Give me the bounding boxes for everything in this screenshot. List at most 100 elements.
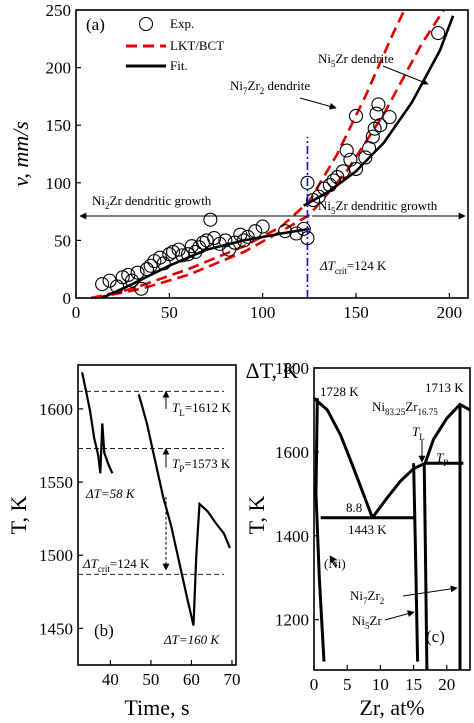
exp-point	[348, 161, 364, 177]
panel-b-xlabel: Time, s	[124, 695, 189, 720]
phase-boundary	[313, 397, 374, 519]
panel-a-ylabel: v, mm/s	[8, 121, 33, 187]
label-ni7zr2: Ni7Zr2	[350, 588, 384, 606]
panel-b-label: (b)	[94, 621, 114, 640]
exp-point	[365, 129, 380, 144]
exp-point	[382, 110, 397, 125]
exp-point	[134, 281, 149, 296]
fit-curve	[303, 15, 455, 207]
label-composition: Ni83.25Zr16.75	[372, 399, 438, 417]
label-tl-c: TL	[412, 424, 425, 442]
phase-boundary	[422, 463, 429, 671]
panel-b-x-tick-label: 40	[102, 670, 119, 689]
label-1713: 1713 K	[425, 380, 464, 395]
exp-point	[371, 97, 386, 112]
exp-point	[358, 150, 373, 165]
phase-boundary	[412, 463, 420, 662]
panel-a-legend: Exp. LKT/BCT Fit.	[126, 16, 224, 73]
exp-point	[248, 224, 263, 239]
exp-point	[203, 212, 218, 227]
panel-a-xlabel: ΔT, K	[246, 358, 299, 383]
temperature-curve	[81, 372, 114, 474]
exp-point	[199, 233, 214, 248]
panel-b-x-tick-label: 50	[142, 670, 159, 689]
exp-point	[339, 143, 354, 158]
panel-a-frame	[75, 9, 469, 299]
exp-point	[348, 108, 364, 124]
panel-b-x-tick-label: 70	[223, 670, 240, 689]
panel-c-ylabel: T, K	[244, 496, 269, 535]
label-1728: 1728 K	[320, 384, 359, 399]
panel-c-x-tick-label: 20	[438, 675, 455, 694]
panel-b: 40 50 60 70 1450 1500 1550 1600 (b) Time, s T,…	[6, 364, 240, 720]
panel-c-x-tick-label: 10	[372, 675, 389, 694]
phase-boundary	[371, 461, 426, 519]
panel-b-y-tick-label: 1550	[39, 473, 73, 492]
panel-a-y-tick-label: 150	[46, 116, 72, 135]
annotation-ni5zr-dendrite: Ni5Zr dendrite	[318, 51, 394, 69]
panel-c-x-tick-label: 15	[405, 675, 422, 694]
exp-point	[255, 219, 270, 234]
panel-b-frame	[77, 364, 237, 666]
panel-a-x-tick-label: 100	[250, 303, 276, 322]
panel-b-y-tick-label: 1450	[39, 619, 73, 638]
exp-point	[431, 25, 446, 41]
panel-c-x-tick-label: 0	[310, 675, 319, 694]
annotation-ni7zr2-dendrite: Ni7Zr2 dendrite	[230, 78, 310, 96]
exp-point	[311, 189, 326, 204]
panel-b-y-tick-label: 1500	[39, 546, 73, 565]
panel-a-y-tick-label: 0	[63, 289, 72, 308]
exp-point	[175, 248, 190, 263]
panel-a-label: (a)	[86, 15, 105, 34]
panel-a-x-tick-label: 150	[343, 303, 369, 322]
exp-point	[207, 231, 222, 246]
label-dt160: ΔT=160 K	[163, 632, 220, 647]
label-tl: TL=1612 K	[172, 400, 231, 418]
exp-point	[139, 262, 154, 277]
fit-curve	[101, 227, 310, 300]
label-1443: 1443 K	[348, 522, 387, 537]
exp-point	[143, 258, 158, 273]
exp-point	[124, 273, 140, 288]
exp-point	[227, 235, 242, 250]
exp-point	[296, 221, 311, 236]
lkt-bct-curve	[90, 9, 406, 300]
panel-c-label: (c)	[426, 627, 445, 646]
panel-c-y-tick-label: 1800	[275, 359, 309, 378]
legend-fit-label: Fit.	[170, 58, 188, 73]
panel-c: 0 5 10 15 20 1200 1400 1600 1800 (c) Zr, at% T,…	[244, 359, 471, 720]
annotation-dtcrit: ΔTcrit=124 K	[319, 258, 387, 276]
exp-point	[102, 273, 117, 288]
panel-b-ylabel: T, K	[6, 496, 31, 535]
panel-a-x-tick-label: 0	[72, 303, 81, 322]
panel-a-y-tick-label: 100	[46, 174, 72, 193]
label-tp-c: TP	[436, 450, 448, 468]
exp-point	[326, 173, 341, 188]
phase-boundary	[423, 402, 471, 464]
phase-boundary	[314, 398, 326, 662]
exp-point	[218, 233, 233, 248]
legend-exp-label: Exp.	[170, 16, 194, 31]
exp-point	[330, 169, 345, 185]
panel-a-y-tick-label: 50	[54, 231, 71, 250]
label-dt58: ΔT=58 K	[85, 486, 136, 501]
legend-lkt-label: LKT/BCT	[170, 38, 224, 53]
panel-c-x-tick-label: 5	[343, 675, 352, 694]
temperature-curve	[137, 394, 231, 626]
arrow-ni7zr2	[402, 585, 458, 597]
panel-c-y-tick-label: 1400	[275, 527, 309, 546]
panel-b-x-tick-label: 60	[183, 670, 200, 689]
arrow-ni7zr2-dendrite	[299, 97, 337, 110]
arrow-ni5zr-dendrite	[382, 65, 429, 85]
legend-exp-marker	[138, 16, 154, 32]
arrow-ni	[329, 555, 338, 567]
exp-point	[180, 247, 196, 262]
panel-b-y-tick-label: 1600	[39, 400, 73, 419]
label-tp: TP=1573 K	[172, 456, 231, 474]
lkt-bct-curve	[94, 9, 445, 300]
label-ni5zr: Ni5Zr	[352, 613, 382, 631]
panel-a-x-tick-label: 200	[437, 303, 463, 322]
panel-a: 0 50 100 150 200 0 50 100 150 200 250 ΔT, K v, mm…	[8, 1, 469, 383]
annotation-ni5zr-growth: Ni5Zr dendritic growth	[318, 198, 438, 216]
